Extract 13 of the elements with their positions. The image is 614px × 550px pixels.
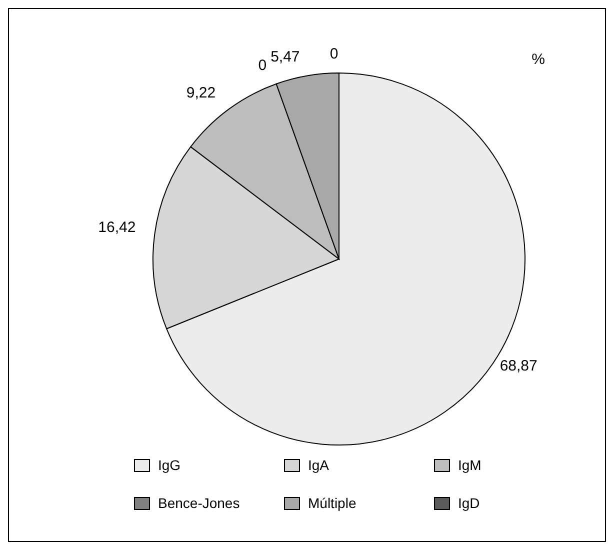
data-label: 5,47 <box>270 48 300 66</box>
data-label: 68,87 <box>500 357 538 374</box>
legend-label: Bence-Jones <box>158 495 240 511</box>
data-label: 9,22 <box>186 84 216 102</box>
legend-label: IgA <box>308 457 330 473</box>
legend-label: Múltiple <box>308 495 356 511</box>
text: 0 <box>258 57 267 74</box>
text: 0 <box>330 46 338 62</box>
legend-label: IgD <box>458 495 480 511</box>
legend-label: IgG <box>158 457 181 473</box>
data-label: 16,42 <box>98 219 136 236</box>
legend-label: IgM <box>458 457 482 473</box>
text: % <box>532 51 545 68</box>
